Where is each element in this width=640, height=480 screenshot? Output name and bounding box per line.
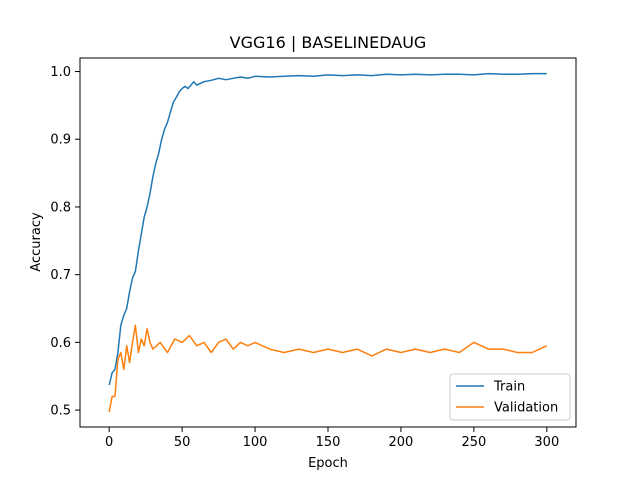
y-tick-label: 0.8	[50, 200, 71, 215]
series-line-validation	[108, 324, 548, 413]
axes: 0 50 100 150 200 250 300 0.5 0.6 0.7 0.8 0.9 1.0	[50, 57, 577, 450]
x-tick-label: 150	[316, 435, 341, 450]
x-tick-label: 300	[534, 435, 559, 450]
chart-title: VGG16 | BASELINEDAUG	[230, 33, 427, 52]
x-tick-label: 200	[389, 435, 414, 450]
plot-area	[108, 72, 548, 413]
x-tick-label: 100	[243, 435, 268, 450]
y-tick-label: 0.9	[50, 133, 71, 148]
y-axis-label: Accuracy	[29, 212, 44, 272]
y-tick-label: 0.6	[50, 336, 71, 351]
x-axis-label: Epoch	[308, 456, 348, 471]
series-line-train	[108, 72, 547, 386]
legend: Train Validation	[449, 373, 571, 421]
x-tick-label: 250	[461, 435, 486, 450]
legend-label-validation: Validation	[494, 401, 558, 416]
x-tick-label: 0	[105, 435, 113, 450]
y-tick-label: 1.0	[50, 65, 71, 80]
y-tick-label: 0.7	[50, 268, 71, 283]
y-tick-label: 0.5	[50, 404, 71, 419]
x-tick-label: 50	[174, 435, 191, 450]
legend-label-train: Train	[493, 380, 525, 395]
